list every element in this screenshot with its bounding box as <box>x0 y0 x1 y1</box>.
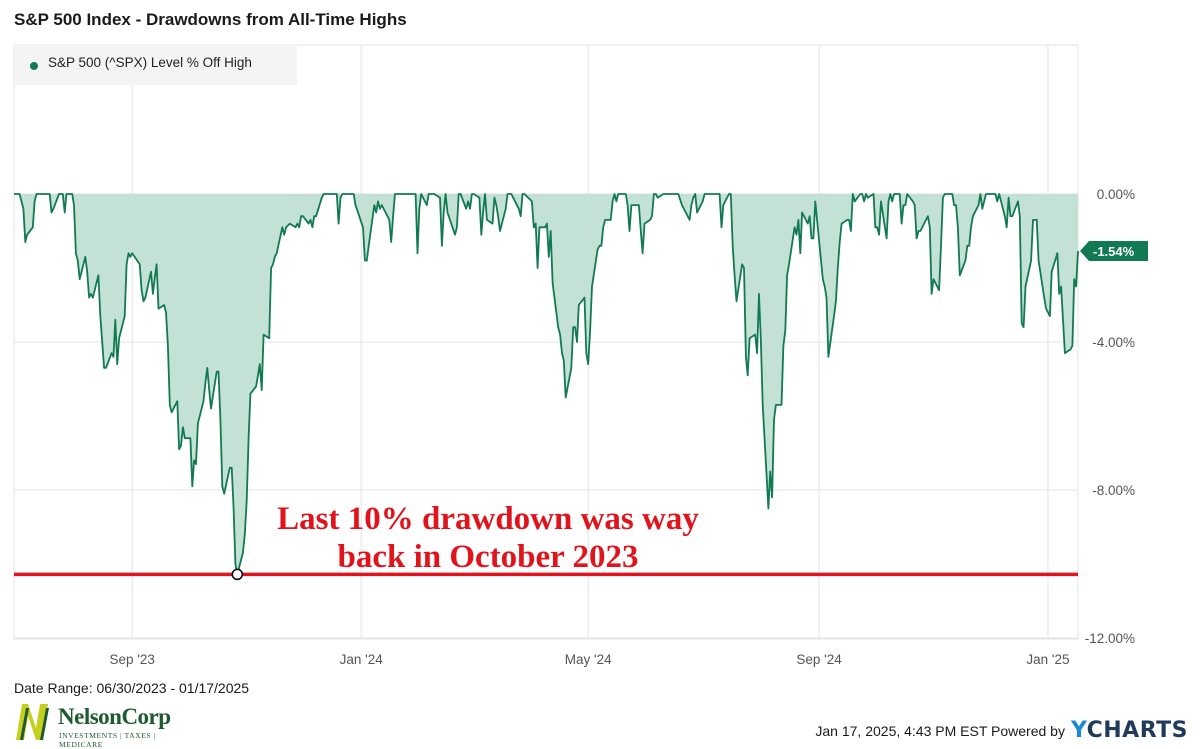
x-tick-label: Jan '25 <box>1026 652 1069 667</box>
legend-marker <box>30 62 38 70</box>
x-tick-label: Sep '23 <box>110 652 155 667</box>
annotation-line-1: Last 10% drawdown was way <box>277 501 699 537</box>
x-tick-label: May '24 <box>565 652 612 667</box>
ycharts-logo-y: Y <box>1070 718 1087 743</box>
x-tick-label: Jan '24 <box>340 652 384 667</box>
drawdown-annotation: Last 10% drawdown was way back in Octobe… <box>258 500 718 576</box>
ycharts-logo-text: CHARTS <box>1086 718 1188 743</box>
y-tick-label: -8.00% <box>1092 483 1135 498</box>
x-tick-label: Sep '24 <box>796 652 842 667</box>
y-tick-label: -4.00% <box>1092 335 1135 350</box>
area-fill <box>14 194 1078 575</box>
ycharts-logo[interactable]: YCHARTS <box>1071 718 1188 743</box>
y-tick-label: 0.00% <box>1097 187 1135 202</box>
chart-title: S&P 500 Index - Drawdowns from All-Time … <box>14 10 407 29</box>
date-range: Date Range: 06/30/2023 - 01/17/2025 <box>14 680 250 696</box>
logo-name: NelsonCorp <box>58 704 171 729</box>
drawdown-area <box>14 193 1079 576</box>
low-point-marker <box>231 568 244 581</box>
series-line <box>14 193 1079 576</box>
last-value-label: -1.54% <box>1093 244 1135 259</box>
annotation-line-2: back in October 2023 <box>337 539 639 575</box>
y-tick-label: -12.00% <box>1085 631 1135 646</box>
axis-ticks: 0.00% -4.00% -8.00% -12.00% Sep '23 Jan '24 Ma… <box>110 187 1135 667</box>
annotation-layer: -1.54% <box>14 240 1148 581</box>
last-value-badge <box>1080 240 1148 261</box>
nelsoncorp-logo: NelsonCorp INVESTMENTS | TAXES | MEDICAR… <box>14 700 171 749</box>
logo-tagline: INVESTMENTS | TAXES | MEDICARE <box>59 731 156 749</box>
legend-label: S&P 500 (^SPX) Level % Off High <box>48 55 252 70</box>
attribution: Jan 17, 2025, 4:43 PM EST Powered by YCH… <box>815 718 1188 743</box>
legend[interactable]: S&P 500 (^SPX) Level % Off High <box>14 45 297 85</box>
logo-n-icon <box>16 704 49 740</box>
timestamp: Jan 17, 2025, 4:43 PM EST Powered by <box>815 722 1065 739</box>
